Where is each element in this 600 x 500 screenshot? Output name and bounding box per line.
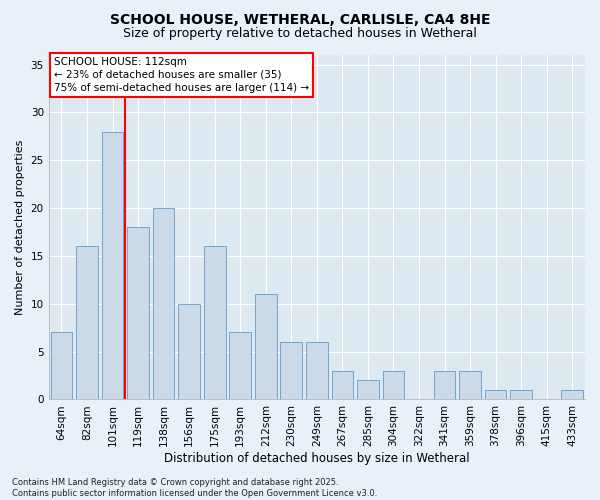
Bar (485, 390, 506, 400)
Bar (204, 246, 226, 400)
Bar (510, 390, 532, 400)
Text: Size of property relative to detached houses in Wetheral: Size of property relative to detached ho… (123, 28, 477, 40)
Bar (76, 246, 98, 400)
Bar (332, 371, 353, 400)
Y-axis label: Number of detached properties: Number of detached properties (15, 140, 25, 315)
Bar (255, 294, 277, 400)
Bar (280, 342, 302, 400)
X-axis label: Distribution of detached houses by size in Wetheral: Distribution of detached houses by size … (164, 452, 470, 465)
Bar (127, 227, 149, 400)
Bar (459, 371, 481, 400)
Bar (229, 332, 251, 400)
Bar (434, 371, 455, 400)
Bar (50, 332, 72, 400)
Text: Contains HM Land Registry data © Crown copyright and database right 2025.
Contai: Contains HM Land Registry data © Crown c… (12, 478, 377, 498)
Text: SCHOOL HOUSE, WETHERAL, CARLISLE, CA4 8HE: SCHOOL HOUSE, WETHERAL, CARLISLE, CA4 8H… (110, 12, 490, 26)
Bar (101, 132, 124, 400)
Bar (357, 380, 379, 400)
Bar (562, 390, 583, 400)
Text: SCHOOL HOUSE: 112sqm
← 23% of detached houses are smaller (35)
75% of semi-detac: SCHOOL HOUSE: 112sqm ← 23% of detached h… (54, 56, 309, 93)
Bar (383, 371, 404, 400)
Bar (178, 304, 200, 400)
Bar (306, 342, 328, 400)
Bar (153, 208, 175, 400)
